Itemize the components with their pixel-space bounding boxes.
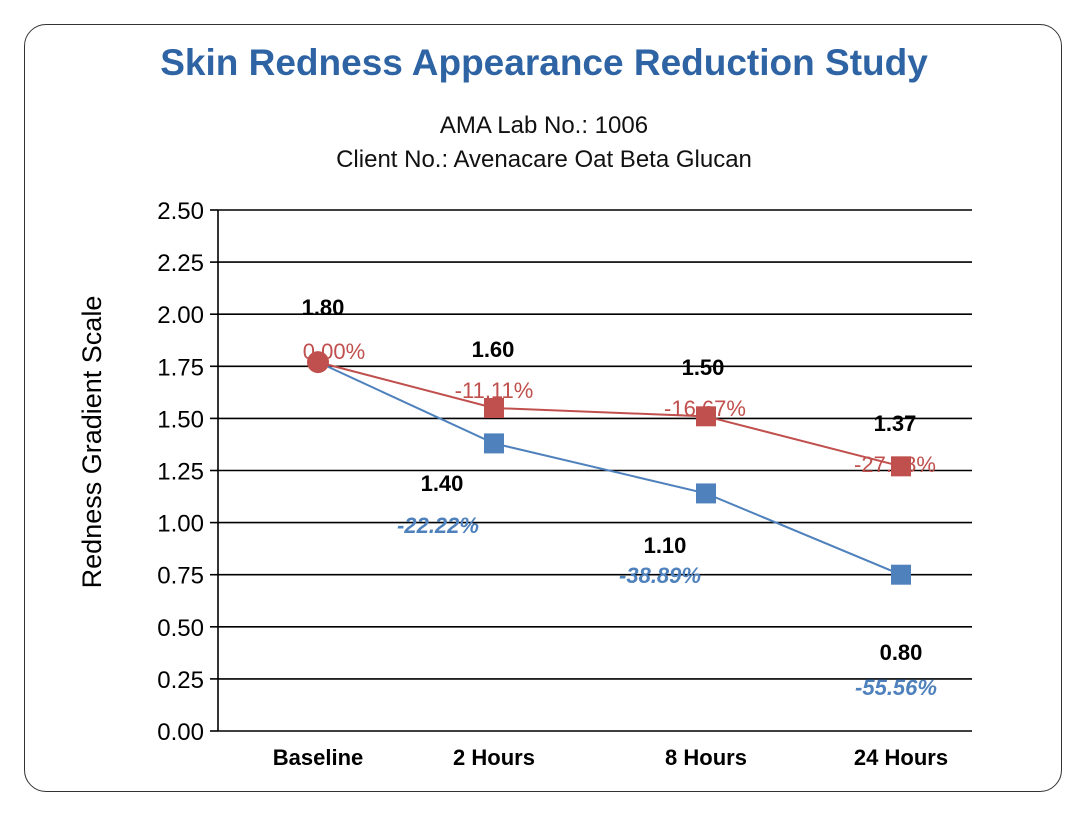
y-tick-label: 1.50 (157, 406, 204, 433)
x-tick-label: 2 Hours (453, 745, 535, 770)
data-value-label: 1.80 (302, 295, 345, 320)
chart-subtitle-client: Client No.: Avenacare Oat Beta Glucan (336, 146, 752, 173)
data-point-red (696, 406, 716, 427)
x-tick-label: 24 Hours (854, 745, 948, 770)
percent-change-label: -27.78% (854, 452, 936, 477)
y-tick-label: 2.25 (157, 250, 204, 277)
chart-subtitle-lab: AMA Lab No.: 1006 (439, 112, 649, 139)
data-value-label: 1.40 (421, 471, 464, 496)
data-point-red (891, 456, 911, 477)
y-tick-label: 1.75 (157, 354, 204, 381)
y-axis-label: Redness Gradient Scale (77, 296, 107, 589)
data-point-blue (891, 564, 911, 585)
y-tick-label: 0.75 (157, 563, 204, 590)
y-tick-label: 0.00 (157, 719, 204, 746)
data-value-label: 1.10 (644, 533, 687, 558)
series-line-blue (317, 361, 902, 576)
y-tick-label: 2.00 (157, 302, 204, 329)
data-point-baseline (307, 351, 329, 374)
x-tick-label: Baseline (273, 745, 364, 770)
data-point-blue (696, 483, 716, 504)
percent-change-label: -55.56% (855, 675, 937, 700)
y-tick-label: 1.25 (157, 459, 204, 486)
data-point-red (484, 397, 504, 418)
series-line-red (317, 361, 902, 468)
x-tick-label: 8 Hours (665, 745, 747, 770)
chart-title: Skin Redness Appearance Reduction Study (160, 42, 928, 83)
percent-change-label: 0.00% (303, 339, 365, 364)
y-tick-label: 0.50 (157, 615, 204, 642)
data-value-label: 1.50 (682, 355, 725, 380)
percent-change-label: -38.89% (619, 563, 701, 588)
data-point-blue (484, 433, 504, 454)
y-tick-label: 2.50 (157, 198, 204, 225)
percent-change-label: -16.67% (664, 396, 746, 421)
percent-change-label: -11.11% (455, 378, 534, 403)
y-tick-label: 1.00 (157, 511, 204, 538)
percent-change-label: -22.22% (397, 513, 479, 538)
data-value-label: 1.37 (874, 411, 917, 436)
data-value-label: 1.60 (472, 337, 515, 362)
chart-card (24, 24, 1062, 792)
y-tick-label: 0.25 (157, 667, 204, 694)
data-value-label: 0.80 (880, 640, 923, 665)
